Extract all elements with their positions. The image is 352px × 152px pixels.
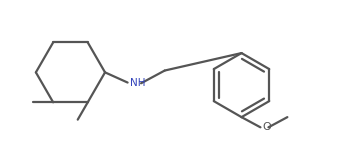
Text: O: O [262, 122, 271, 132]
Text: NH: NH [130, 78, 146, 88]
